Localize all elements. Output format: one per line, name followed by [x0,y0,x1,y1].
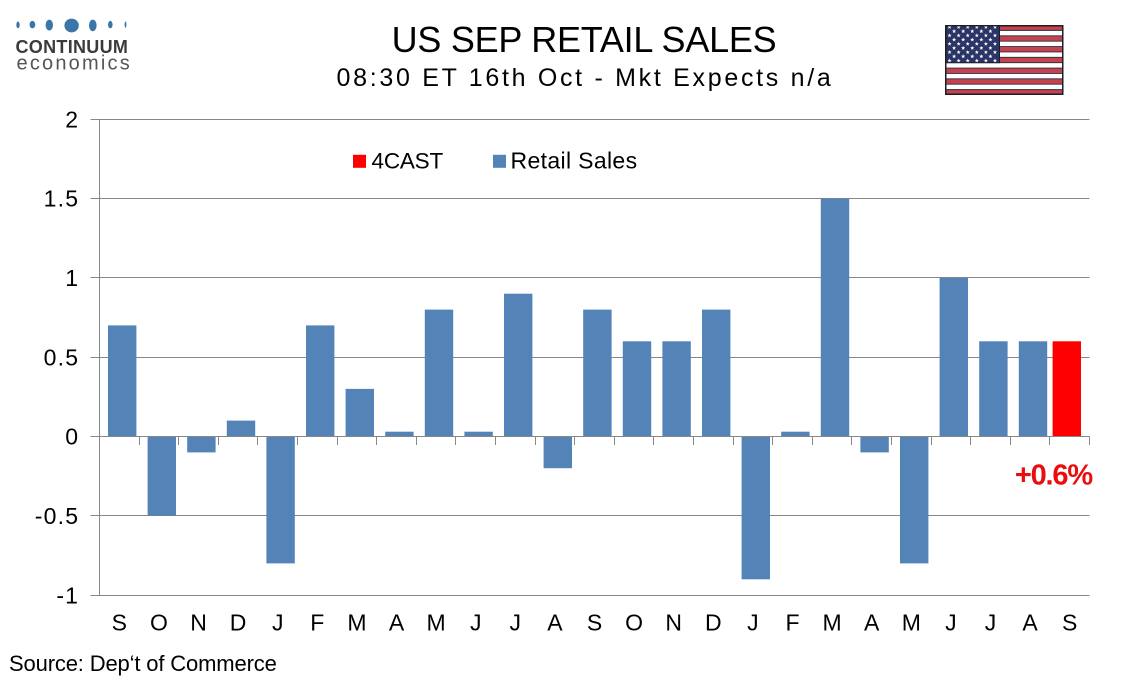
svg-text:J: J [510,610,522,636]
svg-text:J: J [945,610,957,636]
svg-text:F: F [310,610,324,636]
svg-text:J: J [985,610,997,636]
svg-text:economics: economics [17,53,132,75]
svg-text:M: M [823,610,842,636]
svg-text:Retail Sales: Retail Sales [511,147,638,173]
svg-text:A: A [864,610,880,636]
svg-text:S: S [1062,610,1077,636]
svg-text:O: O [625,610,643,636]
svg-text:+0.6%: +0.6% [1015,460,1093,492]
svg-text:F: F [785,610,799,636]
svg-text:D: D [705,610,722,636]
svg-text:N: N [190,610,207,636]
svg-text:N: N [665,610,682,636]
svg-text:A: A [547,610,563,636]
svg-text:J: J [747,610,759,636]
svg-text:-0.5: -0.5 [35,503,79,529]
svg-text:S: S [112,610,127,636]
svg-text:M: M [427,610,446,636]
svg-text:-1: -1 [56,582,79,608]
svg-text:1: 1 [65,265,79,291]
svg-text:2: 2 [65,106,79,132]
svg-text:M: M [902,610,921,636]
svg-text:J: J [470,610,482,636]
svg-text:4CAST: 4CAST [372,148,444,173]
svg-text:1.5: 1.5 [44,186,80,212]
svg-text:J: J [272,610,284,636]
svg-text:CONTINUUM: CONTINUUM [16,37,129,57]
svg-text:D: D [230,610,247,636]
svg-text:A: A [389,610,405,636]
svg-text:S: S [587,610,602,636]
svg-text:A: A [1022,610,1038,636]
svg-text:0: 0 [65,424,79,450]
svg-text:0.5: 0.5 [44,344,80,370]
svg-text:M: M [347,610,366,636]
svg-text:O: O [150,610,168,636]
